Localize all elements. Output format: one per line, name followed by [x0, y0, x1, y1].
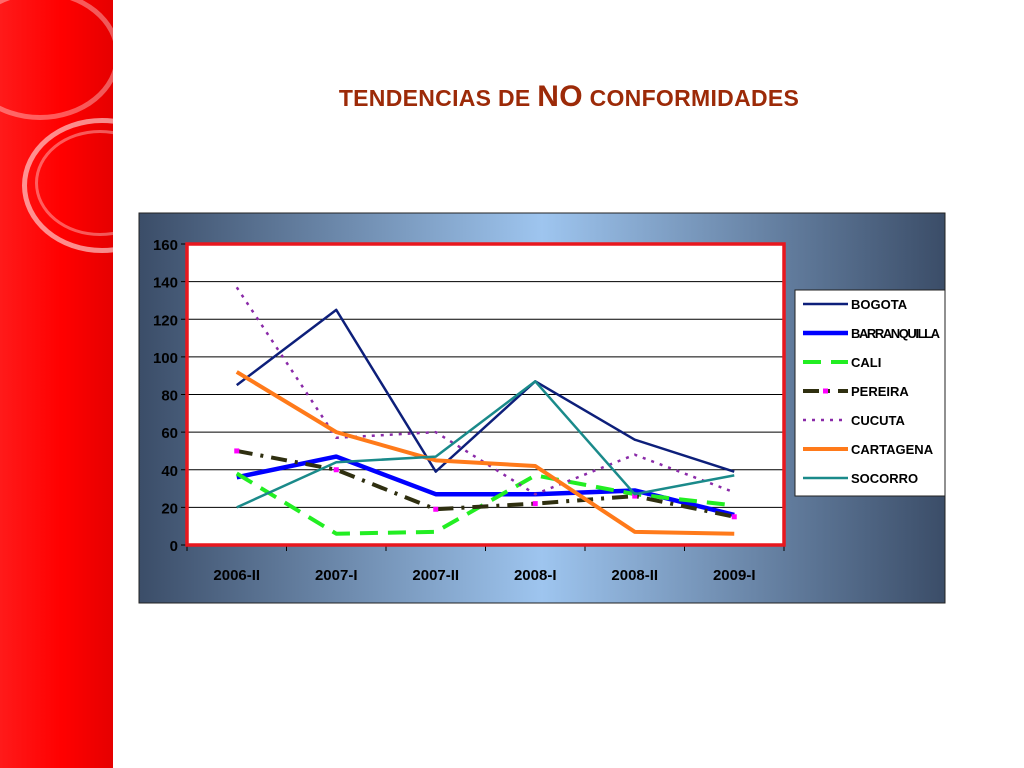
- data-point-pereira: [433, 506, 439, 512]
- slide-title: TENDENCIAS DE NO CONFORMIDADES: [114, 80, 1024, 114]
- plot-border: [185, 242, 786, 547]
- title-part-1: TENDENCIAS DE: [338, 85, 538, 111]
- legend-label: CALI: [851, 355, 881, 370]
- x-tick-label: 2007-I: [315, 567, 358, 584]
- x-tick-label: 2009-I: [713, 567, 756, 584]
- data-point-pereira: [731, 514, 737, 520]
- x-tick-label: 2008-II: [611, 567, 658, 584]
- title-part-3: CONFORMIDADES: [582, 85, 800, 111]
- series-line-barranquilla: [236, 454, 735, 518]
- data-point-pereira: [234, 448, 240, 454]
- data-point-pereira: [532, 501, 538, 507]
- series-line-pereira: [236, 448, 735, 519]
- y-tick-label: 100: [153, 350, 178, 367]
- y-tick-label: 60: [161, 425, 178, 442]
- series-line-socorro: [236, 380, 735, 509]
- y-tick-label: 160: [153, 237, 178, 254]
- y-tick-label: 20: [161, 500, 178, 517]
- axis-layer: 0 20 40 60 80 100 120 140 160 2006-II 2007-I 2007-I…: [153, 237, 785, 584]
- legend-label: BARRANQUILLA: [851, 326, 941, 341]
- legend-box: [794, 289, 946, 497]
- legend-label: CARTAGENA: [851, 442, 934, 457]
- x-tick-label: 2007-II: [412, 567, 459, 584]
- legend: BOGOTA BARRANQUILLA CALI PEREIRA CUCUTA CARTA…: [794, 289, 946, 497]
- y-tick-label: 40: [161, 463, 178, 480]
- legend-label: SOCORRO: [851, 471, 918, 486]
- series-line-cucuta: [235, 286, 735, 496]
- y-tick-label: 80: [161, 388, 178, 405]
- legend-marker-pereira: [823, 388, 828, 394]
- y-tick-label: 140: [153, 275, 178, 292]
- data-point-pereira: [632, 493, 638, 499]
- series-layer: [234, 286, 737, 536]
- legend-label: CUCUTA: [851, 413, 906, 428]
- series-line-cartagena: [235, 370, 735, 536]
- data-point-pereira: [333, 467, 339, 473]
- y-tick-label: 120: [153, 312, 178, 329]
- x-tick-label: 2006-II: [213, 567, 260, 584]
- series-line-bogota: [235, 308, 735, 473]
- legend-label: PEREIRA: [851, 384, 909, 399]
- title-part-2: NO: [537, 80, 583, 113]
- legend-label: BOGOTA: [851, 297, 908, 312]
- x-tick-label: 2008-I: [514, 567, 557, 584]
- decorative-ring: [0, 0, 113, 120]
- series-line-cali: [235, 471, 735, 536]
- side-decoration-band: [0, 0, 113, 768]
- y-tick-label: 0: [170, 538, 178, 555]
